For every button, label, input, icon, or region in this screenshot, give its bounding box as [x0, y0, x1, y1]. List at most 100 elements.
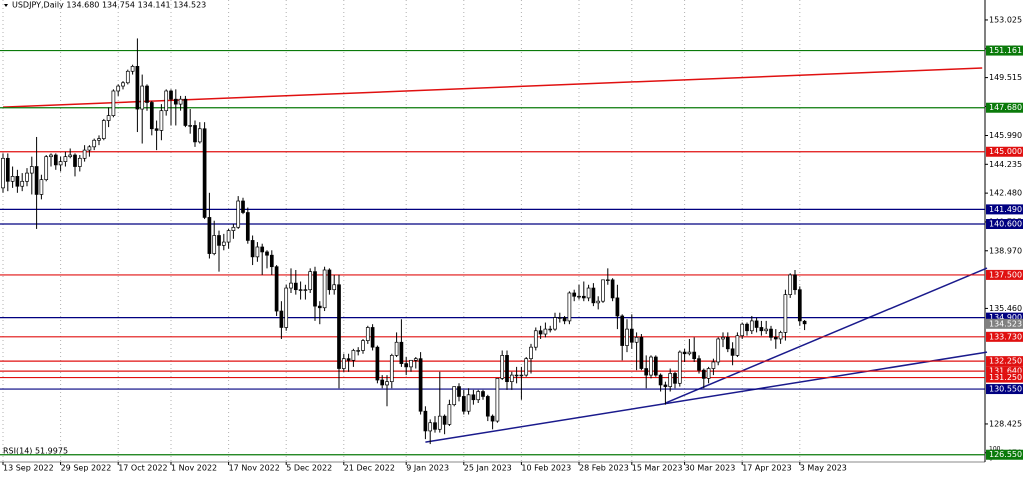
candle-body — [716, 338, 721, 363]
candle-body — [241, 200, 245, 213]
candle-body — [394, 341, 399, 356]
candle-body — [164, 90, 169, 112]
y-tick-label: 144.235 — [989, 160, 1022, 169]
candle-body — [529, 346, 533, 360]
candle-body — [92, 139, 97, 148]
level-label: 145.000 — [989, 147, 1022, 156]
trend-line — [425, 351, 988, 443]
candle-body — [197, 128, 202, 143]
x-tick-label: 1 Nov 2022 — [171, 464, 217, 473]
y-tick-label: 142.480 — [989, 189, 1022, 198]
candle-body — [149, 102, 154, 130]
candle-body — [447, 404, 452, 425]
candle-body — [500, 355, 505, 379]
candle-body — [293, 282, 298, 291]
candle-body — [279, 310, 284, 328]
x-tick-label: 10 Feb 2023 — [521, 464, 571, 473]
candle-body — [509, 374, 514, 383]
candle-body — [15, 176, 20, 187]
level-box — [986, 331, 1023, 342]
candle-body — [389, 355, 394, 383]
candle-body — [202, 128, 207, 218]
candle-body — [10, 176, 15, 182]
x-tick-label: 9 Jan 2023 — [406, 464, 449, 473]
level-label: 151.161 — [989, 46, 1022, 55]
candle-body — [764, 328, 769, 332]
candle-body — [145, 85, 149, 103]
candle-body — [610, 279, 615, 299]
last-price-label: 134.523 — [989, 319, 1022, 328]
candle-body — [797, 289, 802, 322]
indicator-tick-label: 100 — [989, 446, 1001, 453]
candle-body — [20, 180, 25, 187]
x-tick-label: 21 Dec 2022 — [344, 464, 395, 473]
candle-body — [706, 368, 711, 379]
x-tick-label: 3 May 2023 — [800, 464, 847, 473]
level-box — [986, 384, 1023, 395]
candle-body — [385, 381, 389, 386]
y-tick-label: 149.515 — [989, 73, 1022, 82]
candle-body — [356, 350, 361, 352]
candle-body — [87, 146, 92, 151]
chart-title: USDJPY,Daily 134.680 134.754 134.141 134… — [12, 1, 206, 10]
candle-body — [375, 346, 380, 381]
candle-body — [418, 358, 423, 412]
candle-body — [399, 341, 404, 364]
x-tick-label: 30 Mar 2023 — [685, 464, 736, 473]
menu-arrow — [4, 4, 8, 7]
candle-body — [673, 373, 677, 384]
candle-body — [221, 241, 226, 246]
level-label: 141.490 — [989, 205, 1022, 214]
candle-body — [365, 327, 370, 341]
candle-body — [519, 374, 524, 377]
candle-body — [658, 374, 663, 386]
level-label: 131.640 — [989, 367, 1022, 376]
candle-body — [169, 90, 173, 100]
candle-body — [629, 328, 634, 343]
candle-body — [274, 266, 279, 312]
candle-body — [63, 156, 68, 162]
candle-body — [68, 154, 73, 158]
candle-body — [49, 154, 53, 158]
candle-body — [5, 157, 10, 182]
candle-body — [495, 378, 500, 422]
candle-body — [596, 300, 601, 304]
x-tick-label: 15 Mar 2023 — [632, 464, 683, 473]
candle-body — [557, 317, 562, 319]
candle-body — [188, 125, 193, 127]
candle-body — [269, 254, 274, 268]
level-label: 140.600 — [989, 220, 1022, 229]
candle-body — [543, 328, 548, 335]
candle-body — [53, 154, 58, 166]
candle-body — [663, 384, 668, 387]
candle-body — [409, 359, 413, 368]
level-label: 147.680 — [989, 103, 1022, 112]
candle-body — [562, 317, 567, 322]
level-label: 132.250 — [989, 357, 1022, 366]
candle-body — [111, 90, 116, 116]
candle-body — [476, 391, 481, 401]
candle-body — [236, 200, 241, 228]
candle-body — [159, 110, 164, 131]
candle-body — [721, 336, 725, 340]
level-box — [986, 146, 1023, 157]
candle-body — [178, 98, 183, 105]
candle-body — [634, 336, 639, 343]
candle-body — [778, 332, 783, 340]
candle-body — [591, 287, 596, 304]
candle-body — [245, 212, 250, 241]
candle-body — [692, 351, 697, 360]
candle-body — [586, 287, 591, 299]
level-label: 126.550 — [989, 450, 1022, 459]
candle-body — [231, 226, 236, 231]
candle-body — [461, 396, 466, 412]
candle-body — [140, 85, 145, 110]
candle-body — [625, 328, 629, 346]
candle-body — [106, 115, 111, 121]
candle-body — [514, 374, 519, 377]
candle-body — [553, 317, 557, 330]
candle-body — [581, 295, 586, 299]
candle-body — [567, 292, 572, 322]
candle-body — [404, 363, 409, 368]
